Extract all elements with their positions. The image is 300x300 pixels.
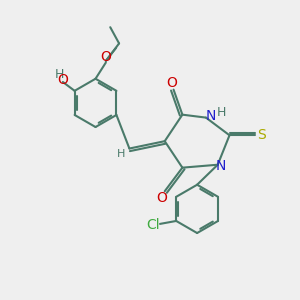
Text: S: S: [256, 128, 266, 142]
Text: O: O: [57, 73, 68, 87]
Text: H: H: [117, 149, 125, 159]
Text: O: O: [156, 191, 167, 205]
Text: H: H: [217, 106, 226, 119]
Text: N: N: [215, 159, 226, 173]
Text: N: N: [205, 109, 215, 123]
Text: H: H: [55, 68, 64, 81]
Text: Cl: Cl: [147, 218, 160, 233]
Text: O: O: [167, 76, 178, 90]
Text: O: O: [100, 50, 111, 64]
